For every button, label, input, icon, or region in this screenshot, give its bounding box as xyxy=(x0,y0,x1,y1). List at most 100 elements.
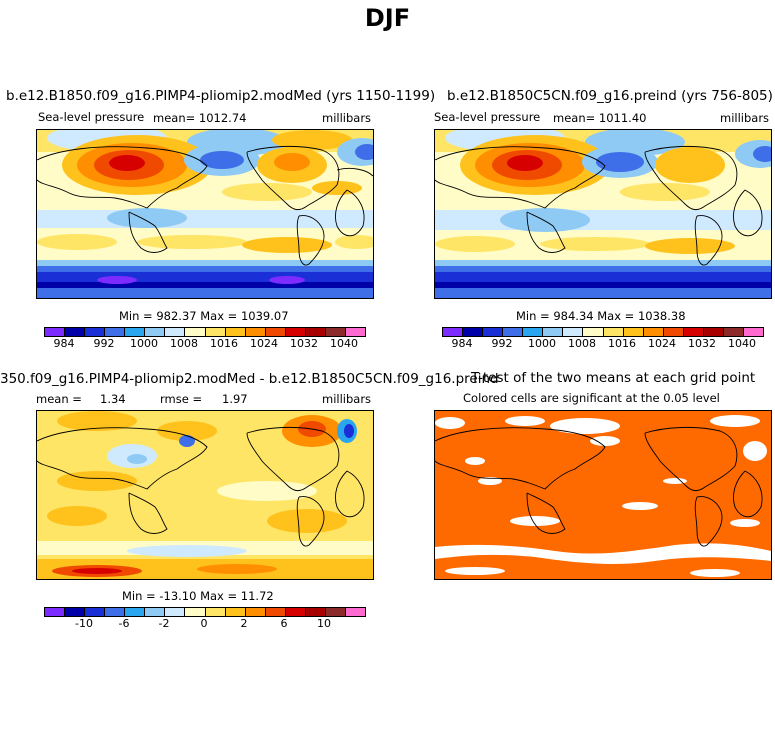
colorbar-cell xyxy=(65,328,86,336)
colorbar-tick-label: 1000 xyxy=(130,337,158,350)
panel3-rmse-label: rmse = xyxy=(160,392,203,406)
colorbar-cell xyxy=(723,328,744,336)
panel3-title: 350.f09_g16.PIMP4-pliomip2.modMed - b.e1… xyxy=(0,371,499,387)
colorbar-cell xyxy=(105,608,126,616)
colorbar-tick-label: 1008 xyxy=(568,337,596,350)
panel3-colorbar xyxy=(44,607,366,617)
colorbar-tick-label: 984 xyxy=(451,337,473,350)
panel3-minmax: Min = -13.10 Max = 11.72 xyxy=(122,589,274,603)
colorbar-tick-label: 1000 xyxy=(528,337,556,350)
colorbar-cell xyxy=(45,608,66,616)
panel3-mean-label: mean = xyxy=(36,392,82,406)
colorbar-cell xyxy=(245,608,266,616)
colorbar-cell xyxy=(563,328,584,336)
colorbar-cell xyxy=(85,328,106,336)
colorbar-cell xyxy=(225,608,246,616)
colorbar-cell xyxy=(245,328,266,336)
panel1-title: b.e12.B1850.f09_g16.PIMP4-pliomip2.modMe… xyxy=(6,88,436,104)
colorbar-cell xyxy=(503,328,524,336)
colorbar-tick-label: -10 xyxy=(75,617,93,630)
colorbar-cell xyxy=(325,608,346,616)
panel3-mean-value: 1.34 xyxy=(100,392,126,406)
colorbar-tick-label: 2 xyxy=(240,617,248,630)
panel2-title: b.e12.B1850C5CN.f09_g16.preind (yrs 756-… xyxy=(447,88,773,104)
colorbar-cell xyxy=(345,328,365,336)
colorbar-cell xyxy=(523,328,544,336)
colorbar-tick-label: 1040 xyxy=(330,337,358,350)
colorbar-cell xyxy=(145,328,166,336)
colorbar-cell xyxy=(85,608,106,616)
colorbar-cell xyxy=(145,608,166,616)
colorbar-cell xyxy=(185,608,206,616)
panel2-colorbar-ticks: 984 992 1000 1008 1016 1024 1032 1040 xyxy=(442,337,762,351)
colorbar-cell xyxy=(623,328,644,336)
colorbar-tick-label: 1024 xyxy=(648,337,676,350)
colorbar-cell xyxy=(185,328,206,336)
colorbar-tick-label: 992 xyxy=(93,337,115,350)
colorbar-tick-label: -2 xyxy=(158,617,170,630)
panel3-map xyxy=(36,410,374,580)
colorbar-cell xyxy=(265,608,286,616)
colorbar-cell xyxy=(125,328,146,336)
page-title: DJF xyxy=(364,4,411,32)
colorbar-tick-label: 1016 xyxy=(608,337,636,350)
colorbar-tick-label: 10 xyxy=(317,617,331,630)
colorbar-tick-label: 1032 xyxy=(290,337,318,350)
colorbar-cell xyxy=(45,328,66,336)
colorbar-cell xyxy=(165,328,186,336)
colorbar-tick-label: 1016 xyxy=(210,337,238,350)
panel2-colorbar xyxy=(442,327,764,337)
colorbar-cell xyxy=(603,328,624,336)
colorbar-tick-label: 6 xyxy=(280,617,288,630)
panel2-mean: mean= 1011.40 xyxy=(553,111,647,125)
panel2-map xyxy=(434,129,772,299)
colorbar-cell xyxy=(483,328,504,336)
panel4-subtitle: Colored cells are significant at the 0.0… xyxy=(463,391,720,405)
colorbar-cell xyxy=(165,608,186,616)
panel1-colorbar xyxy=(44,327,366,337)
colorbar-cell xyxy=(205,608,226,616)
panel2-variable: Sea-level pressure xyxy=(434,110,541,124)
colorbar-cell xyxy=(105,328,126,336)
panel3-rmse-value: 1.97 xyxy=(222,392,248,406)
panel1-colorbar-ticks: 984 992 1000 1008 1016 1024 1032 1040 xyxy=(44,337,364,351)
panel4-map xyxy=(434,410,772,580)
panel1-units: millibars xyxy=(322,111,372,125)
colorbar-tick-label: 0 xyxy=(200,617,208,630)
colorbar-cell xyxy=(583,328,604,336)
colorbar-cell xyxy=(443,328,464,336)
colorbar-tick-label: 1024 xyxy=(250,337,278,350)
colorbar-cell xyxy=(663,328,684,336)
colorbar-cell xyxy=(265,328,286,336)
panel1-minmax: Min = 982.37 Max = 1039.07 xyxy=(119,309,289,323)
colorbar-cell xyxy=(305,328,326,336)
panel2-units: millibars xyxy=(720,111,770,125)
colorbar-cell xyxy=(703,328,724,336)
panel1-map xyxy=(36,129,374,299)
panel4-title: T-test of the two means at each grid poi… xyxy=(471,370,756,386)
colorbar-tick-label: 1040 xyxy=(728,337,756,350)
panel1-variable: Sea-level pressure xyxy=(38,110,145,124)
colorbar-cell xyxy=(643,328,664,336)
panel3-units: millibars xyxy=(322,392,372,406)
colorbar-cell xyxy=(463,328,484,336)
colorbar-cell xyxy=(683,328,704,336)
colorbar-cell xyxy=(325,328,346,336)
colorbar-cell xyxy=(285,328,306,336)
colorbar-cell xyxy=(285,608,306,616)
colorbar-cell xyxy=(305,608,326,616)
panel1-mean: mean= 1012.74 xyxy=(153,111,247,125)
colorbar-cell xyxy=(65,608,86,616)
colorbar-tick-label: -6 xyxy=(118,617,130,630)
colorbar-cell xyxy=(543,328,564,336)
colorbar-cell xyxy=(743,328,763,336)
colorbar-tick-label: 1032 xyxy=(688,337,716,350)
colorbar-tick-label: 992 xyxy=(491,337,513,350)
colorbar-tick-label: 984 xyxy=(53,337,75,350)
colorbar-cell xyxy=(345,608,365,616)
colorbar-cell xyxy=(225,328,246,336)
colorbar-cell xyxy=(125,608,146,616)
colorbar-cell xyxy=(205,328,226,336)
colorbar-tick-label: 1008 xyxy=(170,337,198,350)
panel2-minmax: Min = 984.34 Max = 1038.38 xyxy=(516,309,686,323)
